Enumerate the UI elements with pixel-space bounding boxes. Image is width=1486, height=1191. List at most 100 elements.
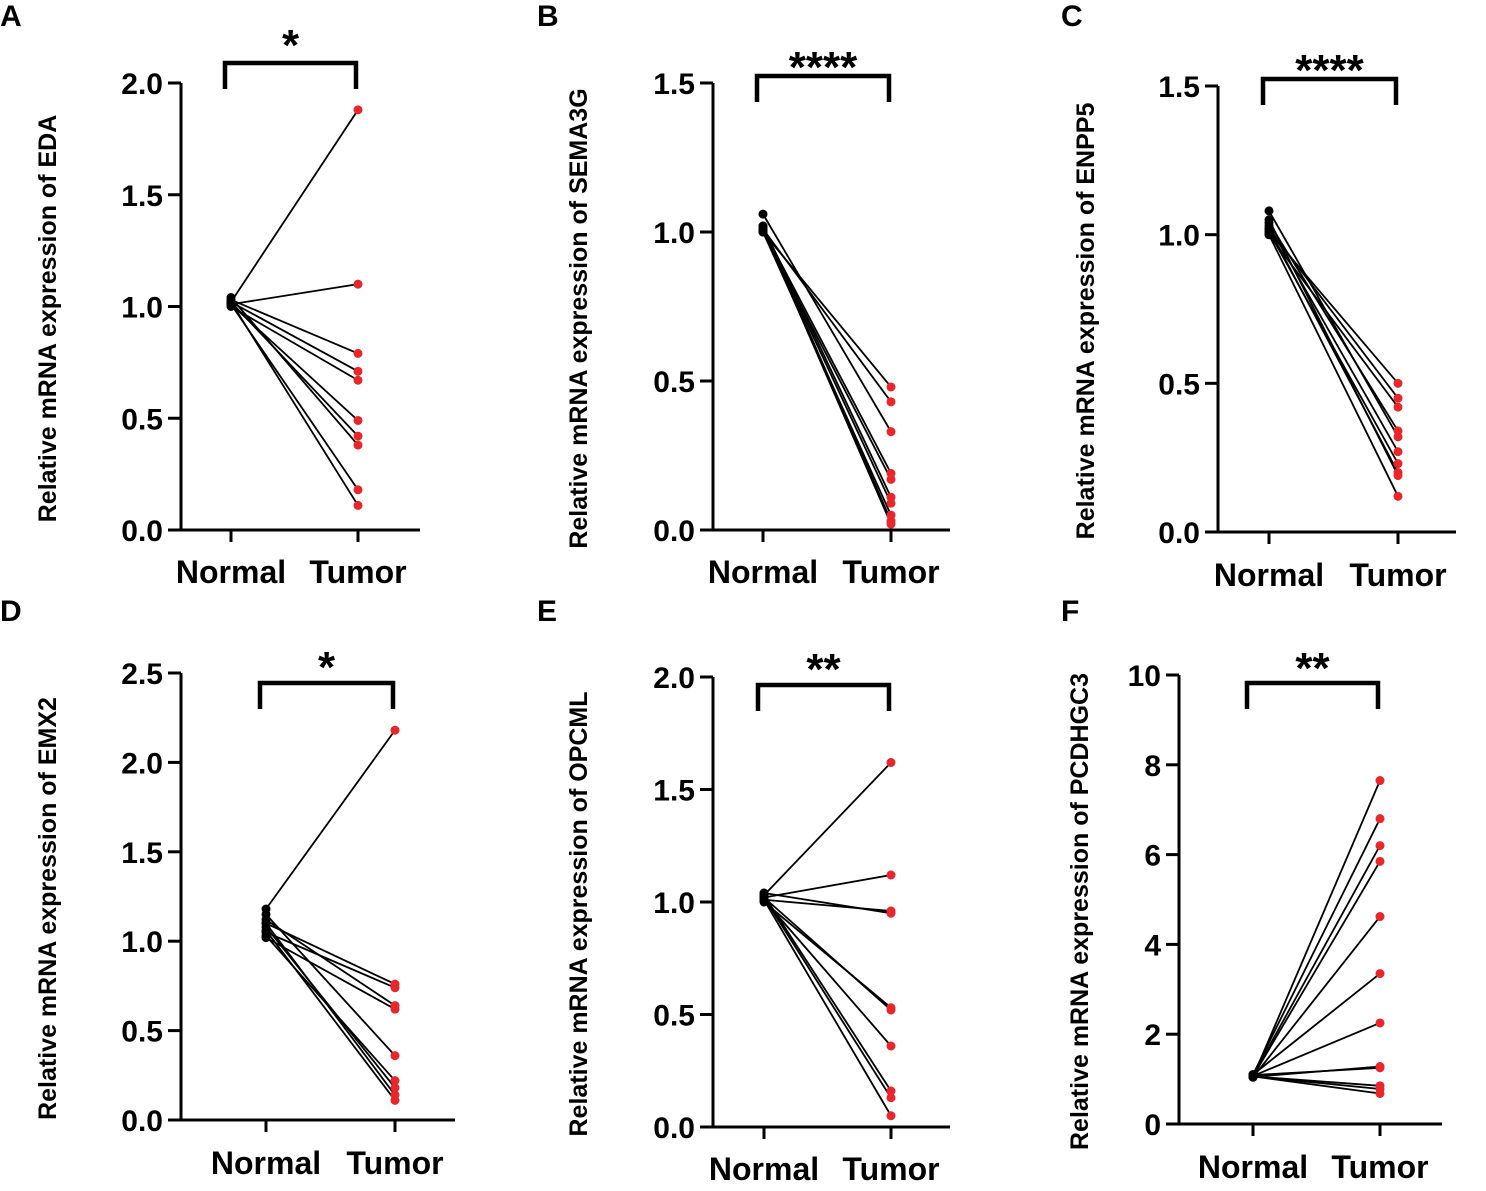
- x-category-label: Normal: [709, 1151, 819, 1187]
- normal-point: [759, 895, 769, 905]
- y-tick-label: 1.0: [653, 887, 695, 920]
- tumor-point: [390, 1083, 400, 1093]
- x-category-label: Tumor: [1331, 1149, 1428, 1185]
- y-tick-label: 0.0: [653, 515, 695, 548]
- tumor-point: [886, 870, 896, 880]
- pair-line: [1268, 219, 1399, 476]
- tumor-point: [353, 279, 363, 289]
- x-category-label: Tumor: [309, 554, 406, 590]
- pair-line: [265, 913, 396, 1057]
- y-tick-label: 0.0: [121, 515, 163, 548]
- y-tick-label: 2.5: [121, 658, 163, 691]
- tumor-point: [1393, 432, 1403, 442]
- pair-line: [762, 225, 892, 522]
- significance-bracket: [1260, 76, 1399, 105]
- significance-label: **: [806, 645, 841, 694]
- y-tick-label: 0.5: [653, 1000, 695, 1033]
- normal-point: [1264, 206, 1274, 216]
- pair-line: [1252, 916, 1381, 1078]
- pair-line: [230, 296, 359, 446]
- significance-label: *: [318, 643, 336, 692]
- tumor-point: [353, 375, 363, 385]
- tumor-point: [886, 1005, 896, 1015]
- pair-line: [762, 228, 892, 525]
- pair-line: [763, 897, 892, 1099]
- tumor-point: [1375, 1088, 1385, 1098]
- tumor-point: [353, 415, 363, 425]
- panel-f: F 0 2 4 6 8 10 Normal Tumor Relative mRNA express…: [1061, 595, 1442, 1185]
- y-tick-label: 2.0: [653, 662, 695, 695]
- y-tick-label: 0.5: [1158, 368, 1200, 401]
- tumor-point: [1375, 856, 1385, 866]
- normal-point: [261, 918, 271, 928]
- y-axis-title: Relative mRNA expression of ENPP5: [1072, 103, 1100, 540]
- tumor-point: [1375, 1018, 1385, 1028]
- y-tick-label: 4: [1144, 929, 1161, 962]
- tumor-point: [1393, 491, 1403, 501]
- normal-point: [758, 209, 768, 219]
- significance-bracket: [1244, 680, 1381, 709]
- tumor-point: [1393, 459, 1403, 469]
- pair-line: [762, 228, 892, 403]
- pair-line: [1252, 1022, 1381, 1077]
- tumor-point: [886, 1041, 896, 1051]
- normal-point: [261, 925, 271, 935]
- normal-point: [226, 297, 236, 307]
- pair-line: [763, 761, 892, 896]
- panel-letter: B: [537, 0, 559, 33]
- tumor-point: [390, 1051, 400, 1061]
- pair-line: [230, 301, 359, 506]
- significance-bracket: [755, 682, 892, 711]
- tumor-point: [1375, 912, 1385, 922]
- tumor-point: [886, 397, 896, 407]
- y-tick-label: 10: [1128, 660, 1161, 693]
- y-tick-label: 0.0: [653, 1112, 695, 1145]
- y-tick-label: 1.0: [121, 926, 163, 959]
- tumor-point: [353, 348, 363, 358]
- tumor-point: [1375, 841, 1385, 851]
- y-tick-label: 0: [1144, 1109, 1161, 1142]
- y-tick-label: 1.0: [121, 292, 163, 325]
- normal-point: [1248, 1071, 1258, 1081]
- panel-letter: A: [0, 0, 22, 33]
- x-category-label: Normal: [1198, 1149, 1308, 1185]
- tumor-point: [390, 983, 400, 993]
- pair-line: [763, 892, 892, 915]
- y-tick-label: 1.0: [653, 217, 695, 250]
- tumor-point: [353, 105, 363, 115]
- x-category-label: Tumor: [842, 554, 939, 590]
- y-tick-label: 0.5: [121, 1016, 163, 1049]
- tumor-point: [886, 1093, 896, 1103]
- pair-line: [265, 922, 396, 1096]
- pair-line: [762, 225, 892, 498]
- x-category-label: Tumor: [1349, 557, 1446, 593]
- y-axis-title: Relative mRNA expression of OPCML: [565, 691, 593, 1136]
- pair-line: [265, 931, 396, 989]
- panel-a: A 0.0 0.5 1.0 1.5 2.0 Normal Tumor Relative mRNA…: [0, 0, 420, 590]
- significance-label: ****: [789, 43, 858, 92]
- normal-point: [261, 909, 271, 919]
- tumor-point: [886, 758, 896, 767]
- tumor-point: [886, 1086, 896, 1096]
- pair-line: [265, 936, 396, 1010]
- normal-point: [758, 224, 768, 234]
- significance-bracket: [754, 73, 892, 102]
- tumor-point: [886, 382, 896, 392]
- panel-letter: E: [537, 595, 557, 628]
- tumor-point: [886, 1111, 896, 1121]
- y-axis-title: Relative mRNA expression of SEMA3G: [565, 88, 593, 548]
- x-category-label: Tumor: [346, 1145, 443, 1181]
- y-tick-label: 1.5: [653, 775, 695, 808]
- y-tick-label: 1.0: [1158, 220, 1200, 253]
- tumor-point: [1393, 393, 1403, 403]
- pair-line: [265, 929, 396, 1101]
- tumor-point: [390, 1004, 400, 1014]
- y-tick-label: 2: [1144, 1019, 1161, 1052]
- tumor-point: [1393, 447, 1403, 457]
- y-tick-label: 0.0: [121, 1105, 163, 1138]
- normal-point: [1264, 215, 1274, 225]
- pair-line: [265, 918, 396, 1007]
- tumor-point: [1393, 378, 1403, 388]
- pair-line: [1252, 780, 1381, 1078]
